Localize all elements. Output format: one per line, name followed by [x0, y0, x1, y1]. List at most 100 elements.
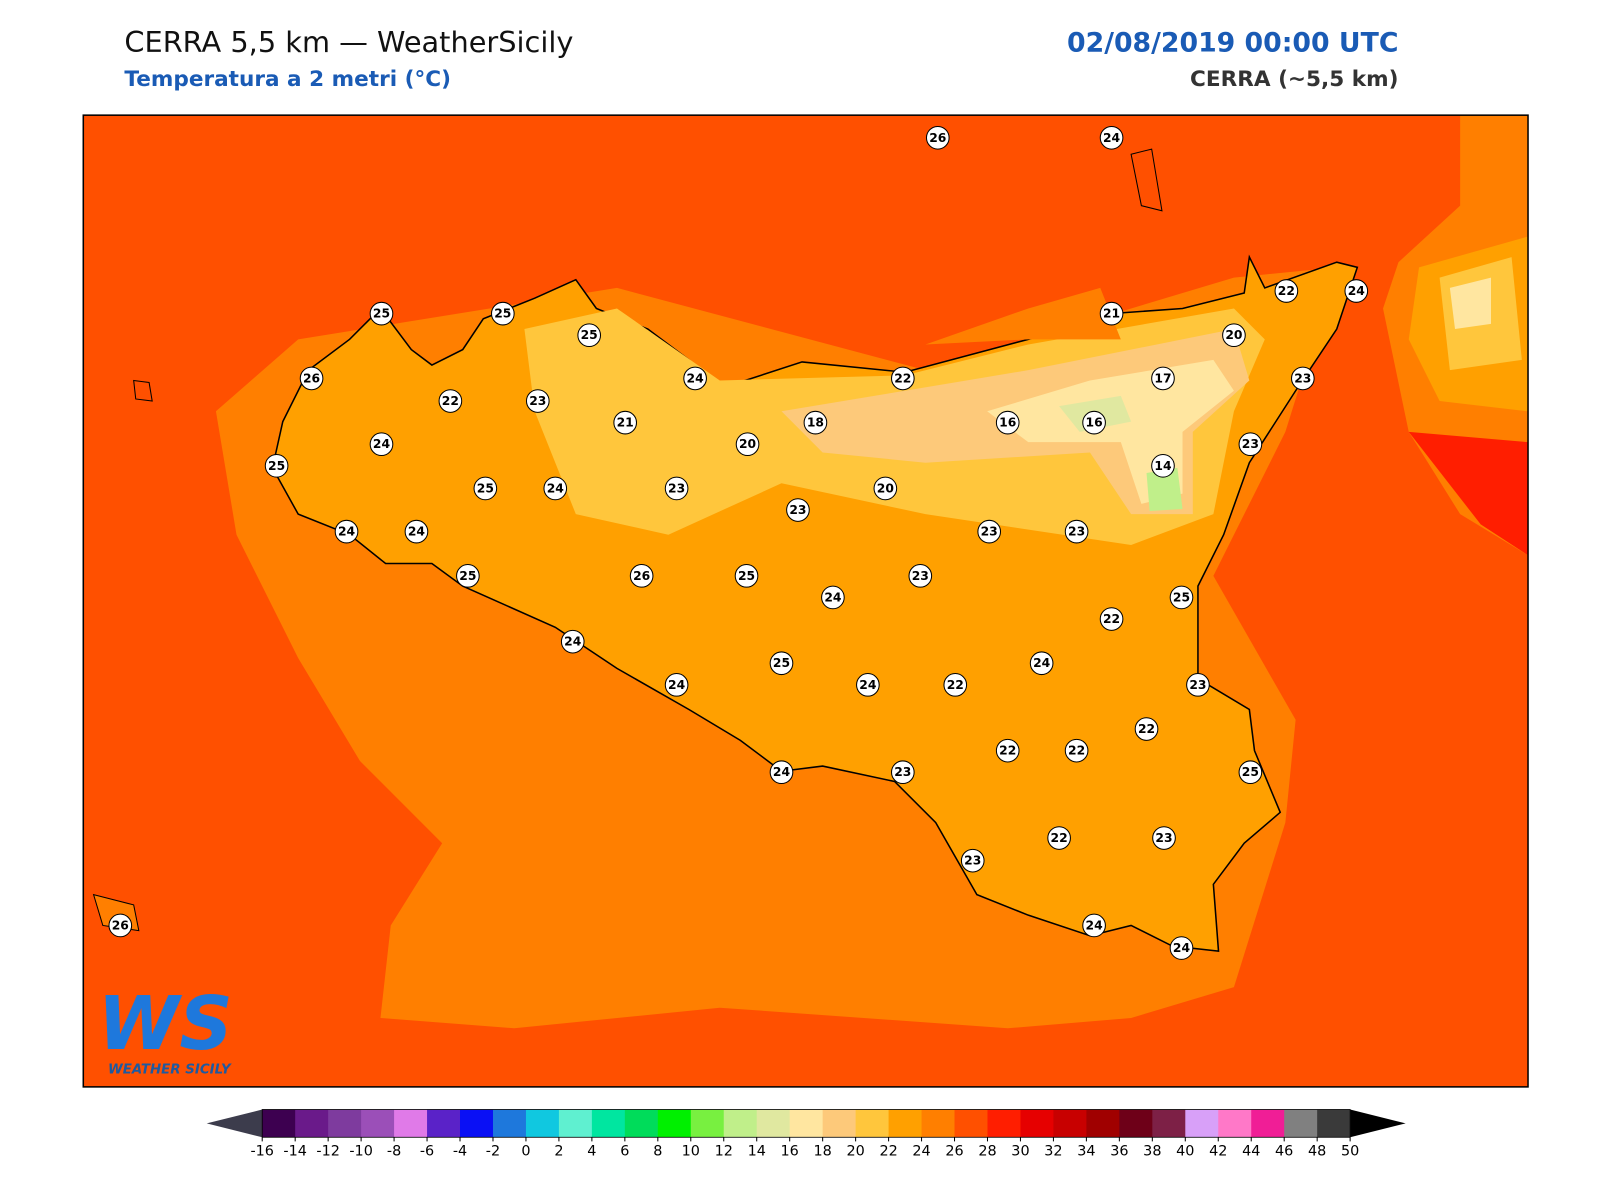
- egadi-island: [133, 379, 153, 402]
- station-marker: [1099, 301, 1124, 326]
- station-marker: [821, 585, 845, 610]
- station-value: 23: [789, 503, 806, 517]
- station-value: 24: [1348, 284, 1366, 298]
- station-value: 22: [1138, 722, 1155, 736]
- colorbar-swatch: [427, 1109, 461, 1138]
- map-frame: [82, 114, 1529, 1088]
- station-value: 26: [929, 131, 946, 145]
- station-value: 22: [442, 394, 459, 408]
- station-marker: [577, 323, 602, 348]
- station-value: 25: [494, 307, 511, 321]
- colorbar-tick-label: -14: [283, 1144, 306, 1160]
- logo-letters: WS: [98, 981, 233, 1067]
- aeolian-island: [1130, 148, 1163, 212]
- station-marker: [1186, 673, 1210, 697]
- stations: 26 24 25 25 25 26 22 23 24 22 21 22 24 20 17 23 21 24 20 18…: [108, 125, 1369, 960]
- colorbar-swatch: [822, 1109, 857, 1138]
- colorbar-tick-label: 44: [1242, 1144, 1260, 1160]
- station-marker: [108, 913, 133, 938]
- colorbar-tick-label: 24: [912, 1144, 930, 1160]
- station-value: 23: [1189, 678, 1206, 692]
- station-value: 22: [999, 744, 1016, 758]
- station-marker: [1169, 585, 1194, 610]
- colorbar-swatch: [591, 1109, 626, 1138]
- station-marker: [404, 519, 429, 544]
- station-marker: [664, 673, 689, 697]
- colorbar-swatch: [1053, 1109, 1087, 1138]
- colorbar-swatch: [328, 1109, 362, 1138]
- station-marker: [856, 673, 880, 697]
- colorbar-tick-label: 50: [1341, 1144, 1359, 1160]
- colorbar-swatch: [756, 1109, 791, 1138]
- station-marker: [1082, 913, 1106, 938]
- etna-peak: [1146, 467, 1183, 512]
- colorbar-tick-label: 16: [781, 1144, 799, 1160]
- station-value: 24: [1173, 941, 1191, 955]
- station-marker: [438, 389, 463, 413]
- station-value: 23: [529, 394, 546, 408]
- station-value: 16: [1086, 416, 1103, 430]
- station-value: 24: [668, 678, 686, 692]
- station-value: 26: [303, 371, 320, 385]
- colorbar-swatch: [460, 1109, 494, 1138]
- station-marker: [1151, 366, 1175, 391]
- station-marker: [560, 629, 585, 654]
- station-marker: [613, 410, 638, 435]
- station-marker: [735, 432, 760, 457]
- colorbar-swatch: [888, 1109, 923, 1138]
- colorbar-swatch: [1020, 1109, 1054, 1138]
- colorbar-swatch: [1317, 1109, 1351, 1138]
- colorbar-tick-label: 4: [587, 1144, 596, 1160]
- station-value: 22: [1051, 831, 1068, 845]
- station-marker: [369, 432, 394, 457]
- station-marker: [995, 410, 1020, 435]
- station-marker: [1169, 936, 1194, 960]
- colorbar-swatch: [492, 1109, 527, 1138]
- colorbar-tick-label: 22: [879, 1144, 897, 1160]
- station-value: 24: [338, 525, 356, 539]
- station-value: 22: [1103, 612, 1120, 626]
- station-value: 25: [738, 569, 755, 583]
- colorbar-tick-label: 42: [1209, 1144, 1227, 1160]
- station-value: 26: [633, 569, 650, 583]
- station-value: 23: [964, 854, 981, 868]
- colorbar-tick-label: 34: [1077, 1144, 1095, 1160]
- station-marker: [491, 301, 515, 326]
- station-value: 23: [1294, 371, 1311, 385]
- colorbar-tick-label: 2: [554, 1144, 563, 1160]
- colorbar-tick-label: -2: [486, 1144, 500, 1160]
- colorbar-swatch: [525, 1109, 560, 1138]
- station-marker: [683, 366, 707, 391]
- datetime: 02/08/2019 00:00 UTC: [1067, 28, 1398, 59]
- colorbar-tick-label: 6: [620, 1144, 629, 1160]
- colorbar-tick-label: 12: [715, 1144, 733, 1160]
- station-value: 24: [824, 590, 842, 604]
- coastal-band: [925, 287, 1121, 345]
- station-marker: [995, 738, 1020, 763]
- station-value: 23: [1068, 525, 1085, 539]
- station-value: 25: [477, 481, 494, 495]
- colorbar-swatch: [361, 1109, 395, 1138]
- station-value: 24: [564, 635, 582, 649]
- station-marker: [943, 673, 968, 697]
- station-marker: [369, 301, 394, 326]
- station-value: 21: [1103, 307, 1120, 321]
- colorbar-swatch: [789, 1109, 824, 1138]
- station-value: 25: [773, 656, 790, 670]
- station-marker: [1099, 607, 1124, 631]
- colorbar-over: [1350, 1109, 1406, 1138]
- station-marker: [977, 519, 1002, 544]
- colorbar-swatch: [1218, 1109, 1252, 1138]
- station-value: 25: [268, 459, 285, 473]
- colorbar-swatch: [921, 1109, 956, 1138]
- station-marker: [334, 519, 359, 544]
- colorbar-tick-label: 36: [1110, 1144, 1128, 1160]
- station-value: 14: [1154, 459, 1172, 473]
- station-value: 25: [459, 569, 476, 583]
- colorbar-swatch: [1251, 1109, 1285, 1138]
- station-marker: [769, 760, 794, 785]
- station-value: 17: [1154, 371, 1171, 385]
- colorbar-swatch: [723, 1109, 758, 1138]
- model-label: CERRA (~5,5 km): [1190, 67, 1398, 92]
- station-value: 24: [373, 437, 391, 451]
